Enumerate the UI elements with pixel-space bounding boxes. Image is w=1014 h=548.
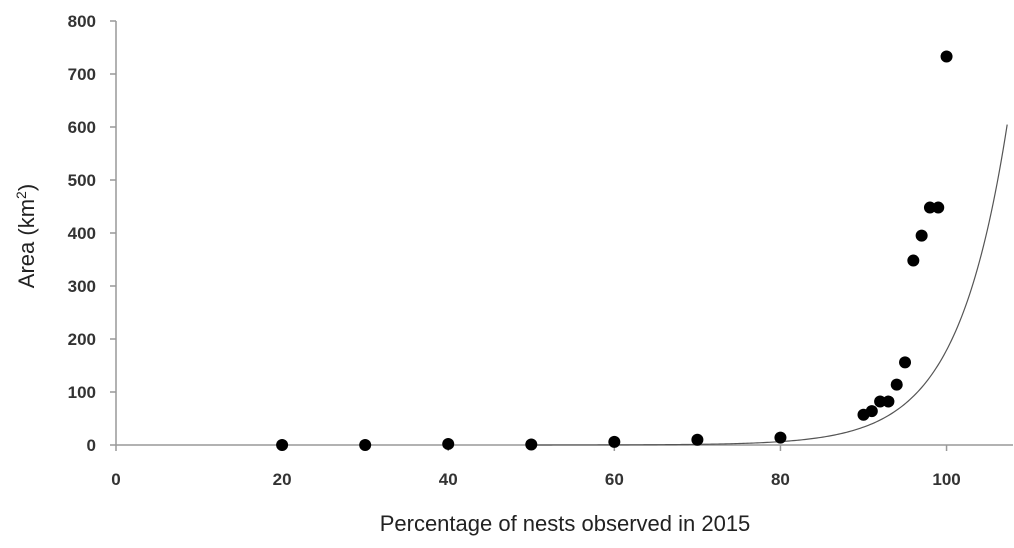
data-point bbox=[691, 433, 704, 446]
data-point bbox=[899, 356, 912, 369]
x-tick-label: 60 bbox=[605, 470, 624, 489]
data-point bbox=[923, 201, 936, 214]
y-tick-label: 0 bbox=[87, 436, 96, 455]
data-point bbox=[359, 439, 372, 451]
y-tick-label: 300 bbox=[68, 277, 96, 296]
data-point bbox=[874, 395, 887, 408]
y-tick-label: 400 bbox=[68, 224, 96, 243]
y-axis-title-main: Area (km bbox=[14, 199, 39, 288]
x-axis-title: Percentage of nests observed in 2015 bbox=[380, 511, 751, 536]
y-axis-title-end: ) bbox=[14, 184, 39, 191]
data-points bbox=[276, 50, 953, 451]
y-tick-label: 800 bbox=[68, 12, 96, 31]
y-tick-label: 700 bbox=[68, 65, 96, 84]
x-tick-label: 100 bbox=[932, 470, 960, 489]
axes bbox=[115, 21, 1013, 446]
y-axis-title-superscript: 2 bbox=[13, 191, 29, 199]
y-axis-title: Area (km2) bbox=[13, 184, 39, 288]
data-point bbox=[907, 254, 920, 267]
y-tick-label: 100 bbox=[68, 383, 96, 402]
data-point bbox=[932, 201, 945, 214]
x-tick-label: 80 bbox=[771, 470, 790, 489]
y-ticks: 0 100 200 300 400 500 600 700 800 bbox=[68, 12, 116, 455]
x-tick-label: 20 bbox=[273, 470, 292, 489]
fit-curve bbox=[531, 124, 1008, 446]
data-point bbox=[865, 405, 878, 418]
data-point bbox=[890, 378, 903, 391]
data-point bbox=[276, 439, 289, 451]
y-tick-label: 200 bbox=[68, 330, 96, 349]
x-tick-label: 40 bbox=[439, 470, 458, 489]
data-point bbox=[882, 395, 895, 408]
data-point bbox=[915, 229, 928, 242]
data-point bbox=[774, 431, 787, 444]
x-ticks: 0 20 40 60 80 100 bbox=[111, 445, 961, 489]
y-tick-label: 500 bbox=[68, 171, 96, 190]
data-point bbox=[940, 50, 953, 63]
x-tick-label: 0 bbox=[111, 470, 120, 489]
data-point bbox=[525, 438, 538, 451]
data-point bbox=[442, 437, 455, 450]
data-point bbox=[608, 435, 621, 448]
y-tick-label: 600 bbox=[68, 118, 96, 137]
